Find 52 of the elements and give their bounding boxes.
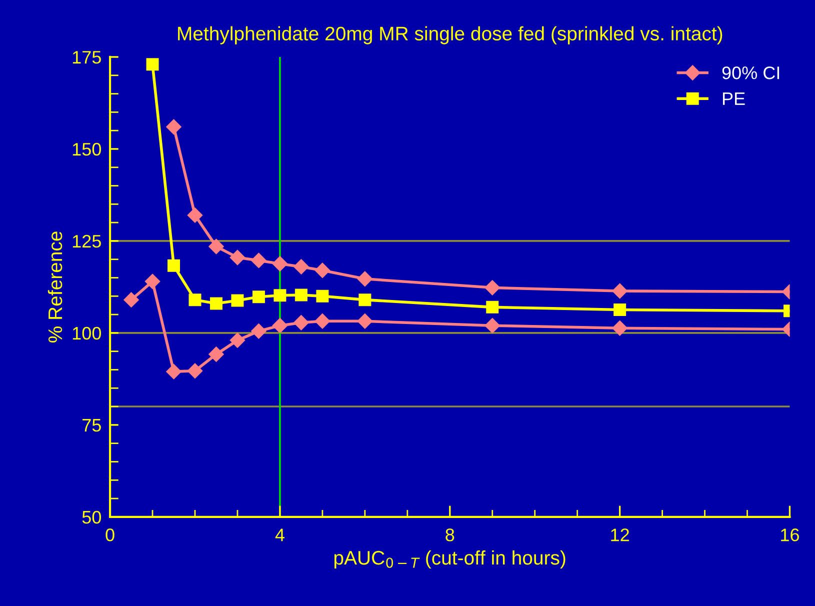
x-axis-title: pAUC$_{0−T}$ (cut-off in hours) [334,550,566,569]
y-axis-title: % Reference [48,232,62,342]
point [124,292,139,308]
point [316,290,329,302]
point [486,300,499,314]
point [251,324,266,339]
point [146,58,159,71]
point [187,208,203,223]
point [252,290,265,304]
point [274,289,286,302]
y-tick-label: 75 [82,419,101,432]
y-tick-label: 175 [72,51,101,64]
point [208,238,224,254]
point [167,259,180,272]
point [166,119,182,134]
point [612,283,628,299]
point [230,332,246,348]
point [484,280,500,296]
point [251,252,266,268]
y-tick-label: 50 [82,510,101,524]
y-tick-label: 125 [72,234,101,248]
point [231,294,244,307]
x-tick-label: 0 [106,528,114,542]
point [272,256,288,272]
x-tick-label: 12 [611,528,629,542]
point [294,315,309,330]
point [294,259,309,274]
point [230,250,246,266]
point [314,314,330,329]
point [166,364,182,380]
point [358,294,372,306]
point [144,274,160,289]
y-tick-label: 150 [72,142,101,156]
point [294,288,308,302]
point [210,297,222,310]
x-tick-label: 8 [446,528,454,542]
point [188,294,202,306]
point [208,346,224,362]
point [187,363,203,378]
x-tick-label: 4 [275,528,284,542]
point [612,320,628,336]
point [357,314,372,329]
point [314,262,330,278]
point [272,318,288,334]
chart-title: Methylphenidate 20mg MR single dose fed (sprinkled vs. intact) [178,26,722,44]
point [614,304,626,316]
x-tick-label: 16 [781,528,799,542]
point [357,271,372,286]
y-tick-label: 100 [72,326,101,340]
legend-label: PE [722,92,745,105]
legend-label: 90% CI [722,66,780,80]
point [484,318,500,334]
